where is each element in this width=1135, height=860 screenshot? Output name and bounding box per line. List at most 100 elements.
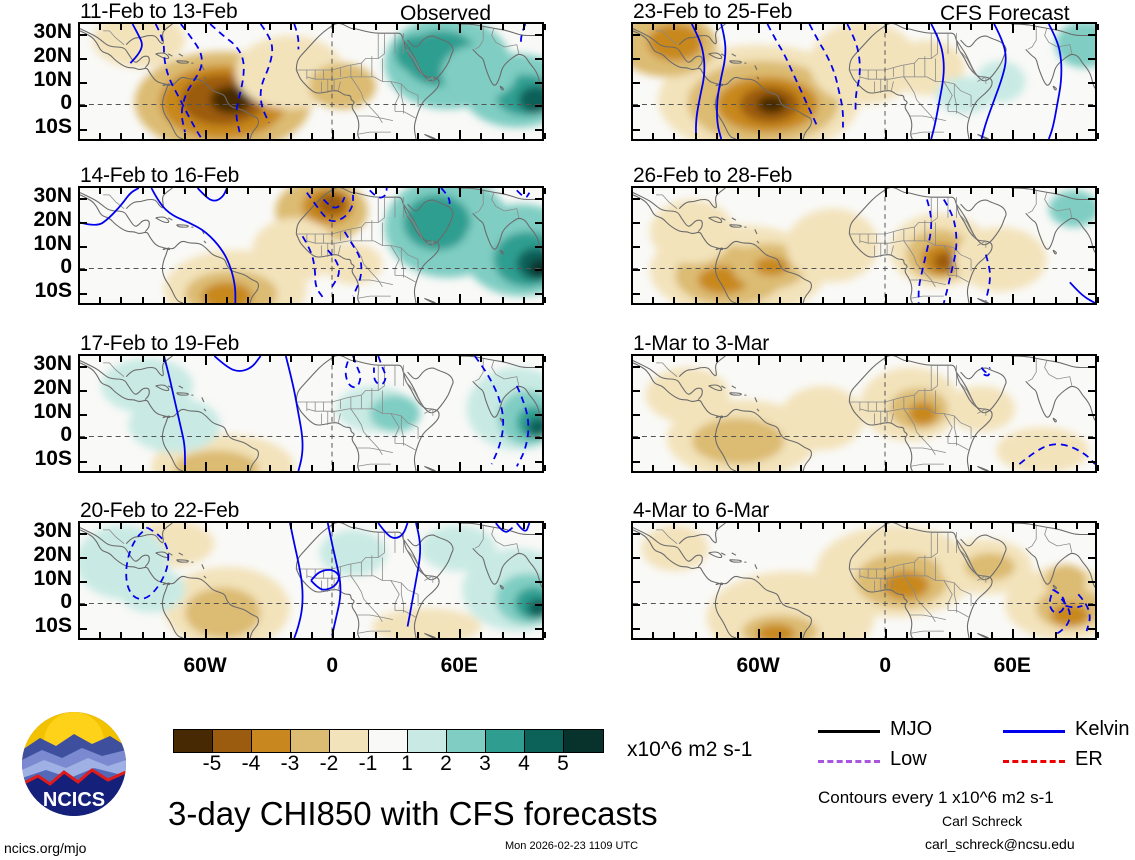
x-tick [332,629,335,638]
x-tick [1033,24,1036,30]
x-tick [332,462,335,471]
x-tick [991,133,994,139]
x-tick [1097,297,1099,303]
x-tick [183,356,186,362]
y-tick [80,389,87,392]
y-axis-label-1: 20N [33,43,72,67]
y-tick [80,269,87,272]
x-tick [141,133,144,139]
x-tick [205,356,208,365]
x-tick [374,188,377,194]
x-tick [459,523,462,532]
colorbar-tick-7: 3 [479,752,491,775]
x-tick [694,188,697,194]
y-tick [1088,33,1095,36]
x-tick [289,297,292,303]
x-tick [205,462,208,471]
x-tick [800,523,803,529]
x-tick [183,632,186,638]
x-tick [226,465,229,471]
x-tick [885,629,888,638]
x-tick [1097,523,1099,529]
x-tick [948,188,951,194]
x-tick [544,356,546,362]
y-tick [1088,556,1095,559]
x-tick [459,629,462,638]
x-tick [353,24,356,30]
x-tick [205,188,208,197]
x-tick [99,24,102,30]
x-tick [247,133,250,139]
x-tick [162,133,165,139]
x-tick [1054,356,1057,362]
y-tick [1088,221,1095,224]
panel-title-fcst-3: 1-Mar to 3-Mar [633,332,770,355]
x-tick [120,632,123,638]
y-axis-label-4: 10S [34,279,72,303]
x-tick [927,523,930,529]
x-tick [864,133,866,139]
x-tick [522,133,525,139]
y-axis-label-2: 10N [33,231,72,255]
x-tick [78,24,80,33]
x-tick [736,632,739,638]
y-tick [80,129,87,132]
x-tick [969,133,972,139]
x-tick [183,133,186,139]
x-tick [842,523,845,529]
y-axis-label-4: 10S [34,115,72,139]
svg-text:NCICS: NCICS [43,789,105,811]
x-tick [268,24,271,30]
x-tick [821,24,824,30]
y-tick [1088,413,1095,416]
x-tick [395,188,398,194]
y-tick [633,628,640,631]
x-tick [374,632,377,638]
legend-line-kelvin-x2 [1003,730,1065,733]
x-tick [1012,130,1015,139]
panel-title-obs-2: 14-Feb to 16-Feb [80,164,240,187]
x-tick [416,465,419,471]
x-tick [652,188,655,194]
x-tick [736,188,739,194]
x-tick [141,465,144,471]
y-tick [535,365,542,368]
x-tick [311,133,313,139]
y-tick [535,580,542,583]
x-tick [673,24,676,30]
x-tick [1012,523,1015,532]
x-tick [652,24,655,30]
y-axis-label-1: 20N [33,375,72,399]
y-tick [1088,105,1095,108]
x-tick [927,297,930,303]
x-tick [99,523,102,529]
colorbar-swatch-0 [174,730,213,752]
y-tick [1088,580,1095,583]
x-tick [1033,297,1036,303]
x-tick [374,297,377,303]
y-tick [1088,604,1095,607]
x-tick [885,294,888,303]
x-tick [395,465,398,471]
x-tick [353,133,356,139]
x-tick [991,297,994,303]
x-tick [758,188,761,197]
y-tick [535,532,542,535]
x-tick [268,297,271,303]
x-tick [226,24,229,30]
x-tick [438,356,441,362]
x-tick [779,465,782,471]
x-tick [969,523,972,529]
x-tick [459,130,462,139]
x-tick [631,188,633,197]
x-tick [544,133,546,139]
x-tick [885,130,888,139]
x-tick [395,523,398,529]
y-axis-label-0: 30N [33,518,72,542]
x-tick [864,523,866,529]
x-tick [758,130,761,139]
y-tick [633,269,640,272]
y-tick [633,556,640,559]
x-tick [438,188,441,194]
x-tick [842,465,845,471]
